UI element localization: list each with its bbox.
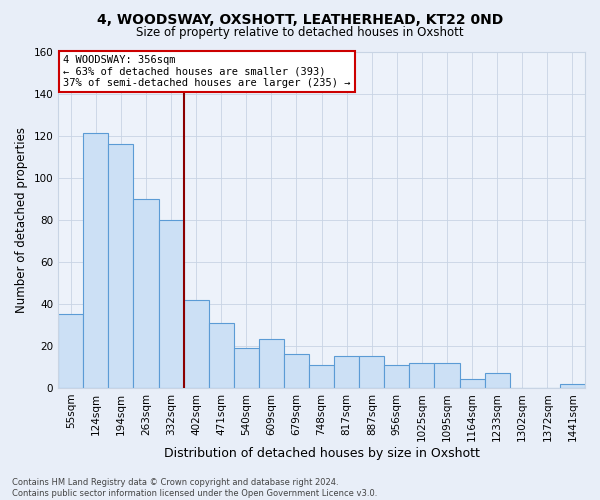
Bar bbox=[359, 356, 385, 388]
Text: Size of property relative to detached houses in Oxshott: Size of property relative to detached ho… bbox=[136, 26, 464, 39]
Bar bbox=[158, 220, 184, 388]
Bar bbox=[209, 322, 234, 388]
Text: Contains HM Land Registry data © Crown copyright and database right 2024.
Contai: Contains HM Land Registry data © Crown c… bbox=[12, 478, 377, 498]
Bar bbox=[385, 364, 409, 388]
Bar bbox=[560, 384, 585, 388]
Bar bbox=[409, 362, 434, 388]
Bar bbox=[133, 198, 158, 388]
Bar bbox=[309, 364, 334, 388]
Bar bbox=[284, 354, 309, 388]
Bar bbox=[109, 144, 133, 388]
Text: 4 WOODSWAY: 356sqm
← 63% of detached houses are smaller (393)
37% of semi-detach: 4 WOODSWAY: 356sqm ← 63% of detached hou… bbox=[64, 55, 351, 88]
Bar bbox=[83, 134, 109, 388]
Bar bbox=[184, 300, 209, 388]
Bar bbox=[334, 356, 359, 388]
Bar bbox=[434, 362, 460, 388]
Bar bbox=[485, 373, 510, 388]
Text: 4, WOODSWAY, OXSHOTT, LEATHERHEAD, KT22 0ND: 4, WOODSWAY, OXSHOTT, LEATHERHEAD, KT22 … bbox=[97, 12, 503, 26]
Bar bbox=[259, 340, 284, 388]
X-axis label: Distribution of detached houses by size in Oxshott: Distribution of detached houses by size … bbox=[164, 447, 479, 460]
Y-axis label: Number of detached properties: Number of detached properties bbox=[15, 126, 28, 312]
Bar bbox=[460, 380, 485, 388]
Bar bbox=[234, 348, 259, 388]
Bar bbox=[58, 314, 83, 388]
